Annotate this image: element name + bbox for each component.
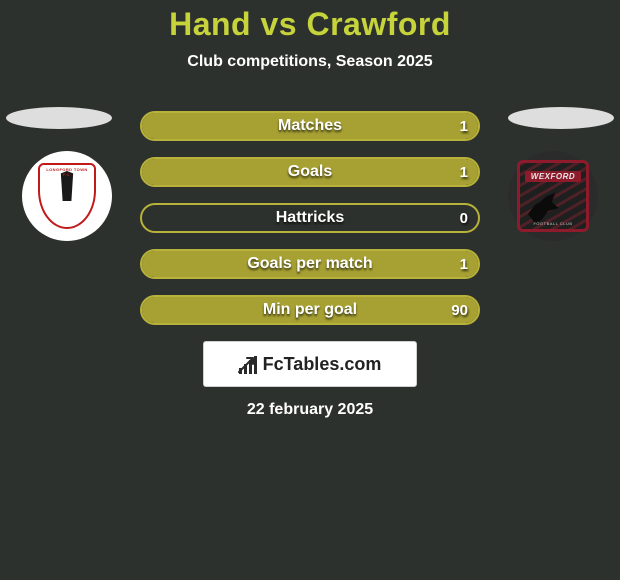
stat-row: 1 Goals per match [140, 249, 480, 279]
stats-zone: WEXFORD FOOTBALL CLUB 1 Matches 1 Goals 0 Hat… [0, 111, 620, 325]
stat-value-right: 90 [451, 302, 468, 319]
brand-box[interactable]: FcTables.com [203, 341, 417, 387]
stat-value-right: 1 [460, 118, 468, 135]
stat-label: Goals per match [247, 255, 372, 273]
footer-date: 22 february 2025 [0, 401, 620, 419]
stat-label: Hattricks [276, 209, 344, 227]
page-subtitle: Club competitions, Season 2025 [0, 53, 620, 71]
wexford-text: WEXFORD [525, 171, 581, 182]
stat-value-right: 1 [460, 256, 468, 273]
arrow-up-icon [237, 354, 257, 374]
wexford-sub: FOOTBALL CLUB [520, 221, 586, 226]
bar-chart-icon [239, 354, 257, 374]
stat-value-right: 0 [460, 210, 468, 227]
stat-label: Min per goal [263, 301, 357, 319]
infographic-root: Hand vs Crawford Club competitions, Seas… [0, 0, 620, 419]
bird-icon [528, 193, 562, 223]
stat-value-right: 1 [460, 164, 468, 181]
stat-row: 90 Min per goal [140, 295, 480, 325]
longford-crest-icon [38, 163, 96, 229]
stat-label: Matches [278, 117, 342, 135]
ellipse-shadow-right [508, 107, 614, 129]
page-title: Hand vs Crawford [0, 6, 620, 43]
stat-row: 1 Goals [140, 157, 480, 187]
team-badge-right: WEXFORD FOOTBALL CLUB [508, 151, 598, 241]
team-badge-left [22, 151, 112, 241]
stat-row: 0 Hattricks [140, 203, 480, 233]
stat-rows: 1 Matches 1 Goals 0 Hattricks 1 Goals per match… [140, 111, 480, 325]
brand-text: FcTables.com [263, 354, 382, 375]
ellipse-shadow-left [6, 107, 112, 129]
stat-row: 1 Matches [140, 111, 480, 141]
wexford-crest-icon: WEXFORD FOOTBALL CLUB [517, 160, 589, 232]
stat-label: Goals [288, 163, 332, 181]
